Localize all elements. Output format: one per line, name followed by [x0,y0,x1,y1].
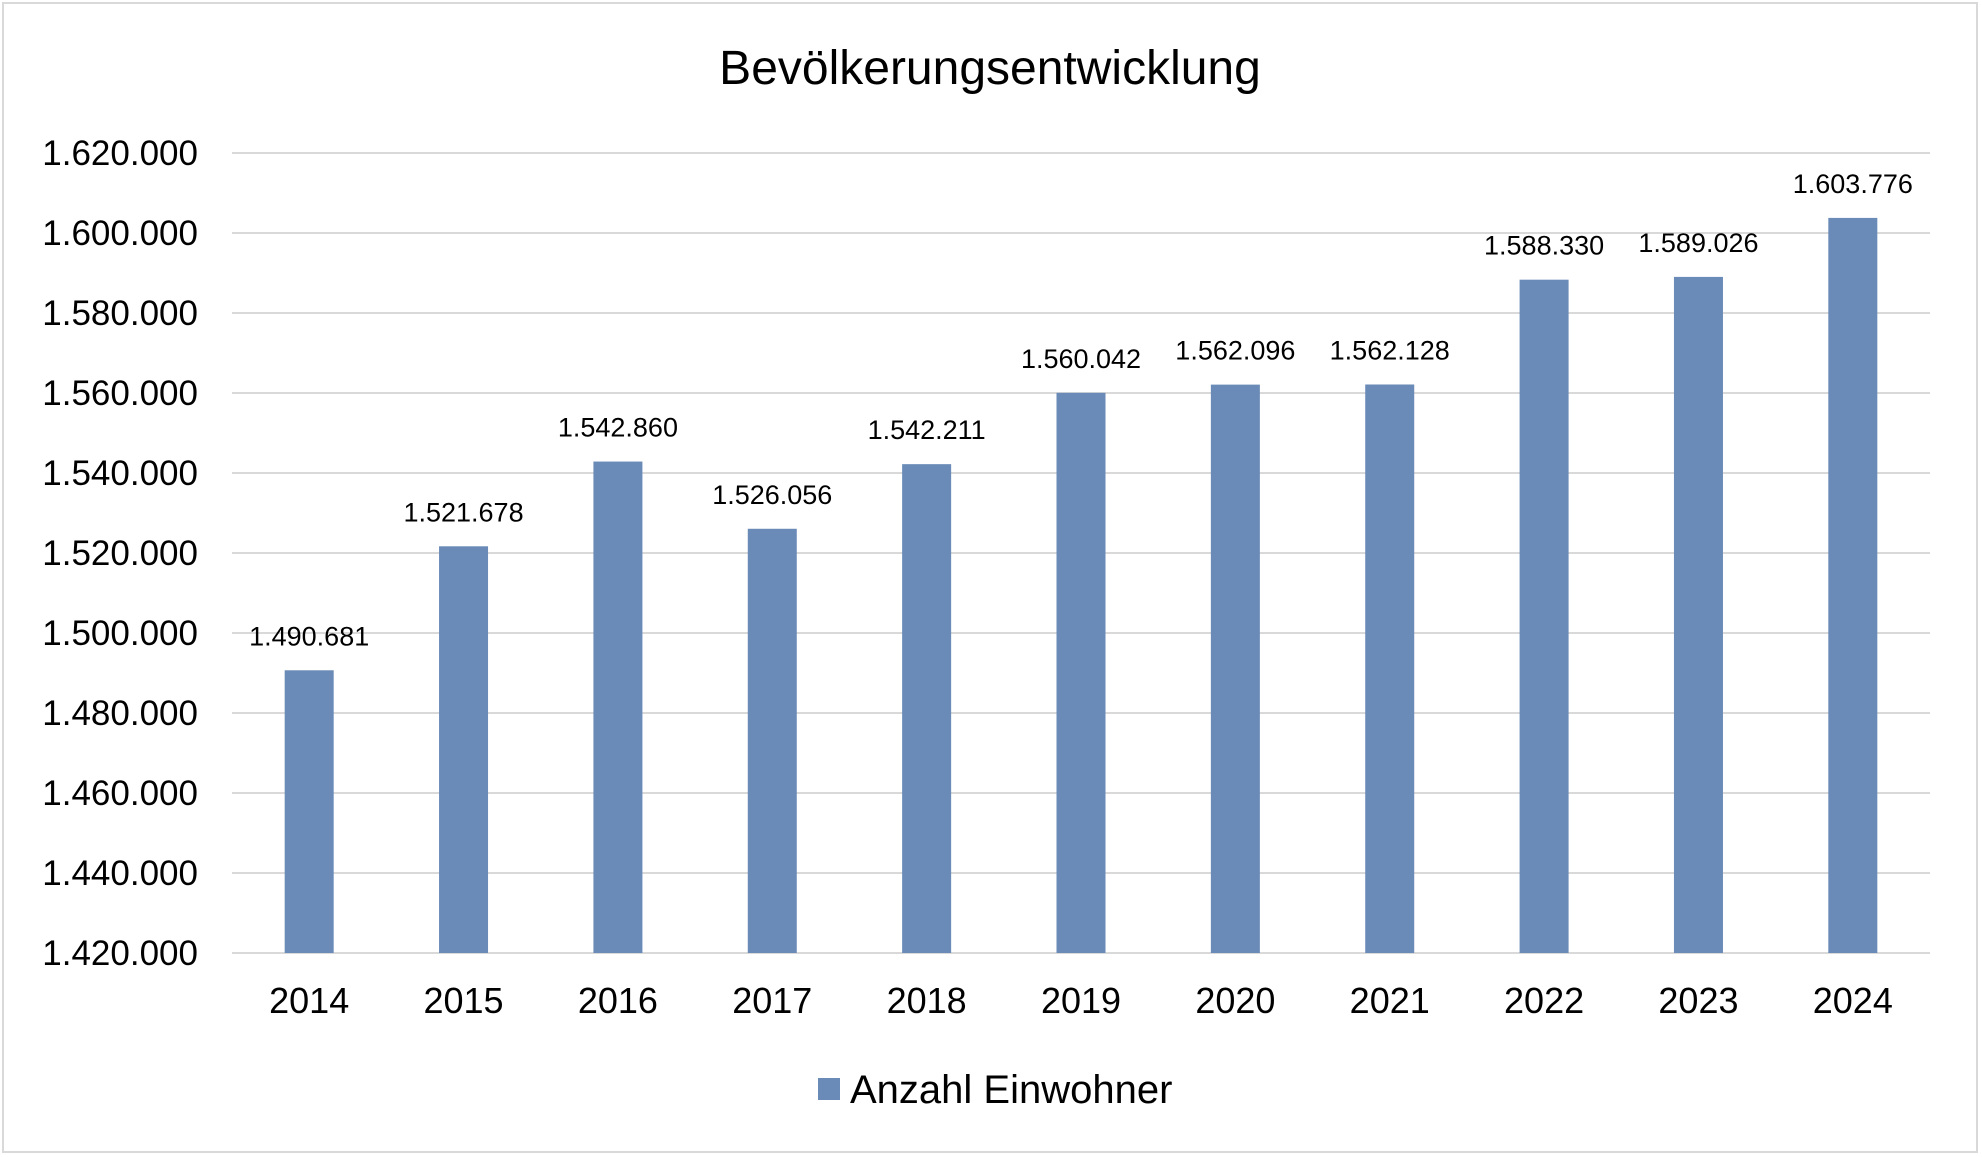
data-label-2015: 1.521.678 [403,497,523,527]
data-label-2017: 1.526.056 [712,480,832,510]
bar-2019 [1056,392,1106,953]
data-label-2024: 1.603.776 [1793,169,1913,199]
bars [284,217,1878,954]
x-tick-label-2022: 2022 [1504,980,1584,1021]
data-label-2020: 1.562.096 [1175,336,1295,366]
x-tick-label-2015: 2015 [423,980,503,1021]
x-tick-label-2014: 2014 [269,980,349,1021]
legend: Anzahl Einwohner [818,1068,1172,1112]
y-tick-label: 1.520.000 [42,534,198,573]
data-label-2019: 1.560.042 [1021,344,1141,374]
y-tick-label: 1.620.000 [42,134,198,173]
chart-title: Bevölkerungsentwicklung [719,42,1261,95]
bar-2014 [284,670,334,953]
data-label-2022: 1.588.330 [1484,231,1604,261]
y-tick-label: 1.580.000 [42,294,198,333]
y-tick-label: 1.600.000 [42,214,198,253]
bar-2016 [593,461,643,953]
x-tick-label-2019: 2019 [1041,980,1121,1021]
data-label-2016: 1.542.860 [558,413,678,443]
x-tick-label-2017: 2017 [732,980,812,1021]
x-axis-tick-labels: 2014 2015 2016 2017 2018 2019 2020 2021 2022 2023… [269,980,1893,1021]
y-tick-label: 1.480.000 [42,694,198,733]
data-label-2021: 1.562.128 [1330,335,1450,365]
bar-2015 [439,546,489,953]
y-axis-tick-labels: 1.420.000 1.440.000 1.460.000 1.480.000 1.50… [42,134,198,973]
x-tick-label-2023: 2023 [1658,980,1738,1021]
bar-2020 [1210,384,1260,954]
bar-2018 [902,464,952,953]
gridlines [232,152,1930,954]
y-tick-label: 1.420.000 [42,934,198,973]
y-tick-label: 1.560.000 [42,374,198,413]
data-label-2018: 1.542.211 [868,415,986,445]
data-label-2014: 1.490.681 [249,621,369,651]
y-tick-label: 1.500.000 [42,614,198,653]
legend-swatch [818,1078,840,1100]
data-labels: 1.490.681 1.521.678 1.542.860 1.526.056 1.54… [249,169,1913,651]
data-label-2023: 1.589.026 [1638,228,1758,258]
bar-2021 [1365,384,1415,953]
y-tick-label: 1.460.000 [42,774,198,813]
bar-2023 [1673,276,1723,953]
x-tick-label-2018: 2018 [887,980,967,1021]
bar-2024 [1828,217,1878,953]
x-tick-label-2024: 2024 [1813,980,1893,1021]
y-tick-label: 1.540.000 [42,454,198,493]
y-tick-label: 1.440.000 [42,854,198,893]
bar-2022 [1519,279,1569,953]
x-tick-label-2021: 2021 [1350,980,1430,1021]
x-tick-label-2020: 2020 [1195,980,1275,1021]
x-tick-label-2016: 2016 [578,980,658,1021]
legend-label-anzahl-einwohner: Anzahl Einwohner [850,1068,1172,1112]
bar-2017 [747,528,797,953]
